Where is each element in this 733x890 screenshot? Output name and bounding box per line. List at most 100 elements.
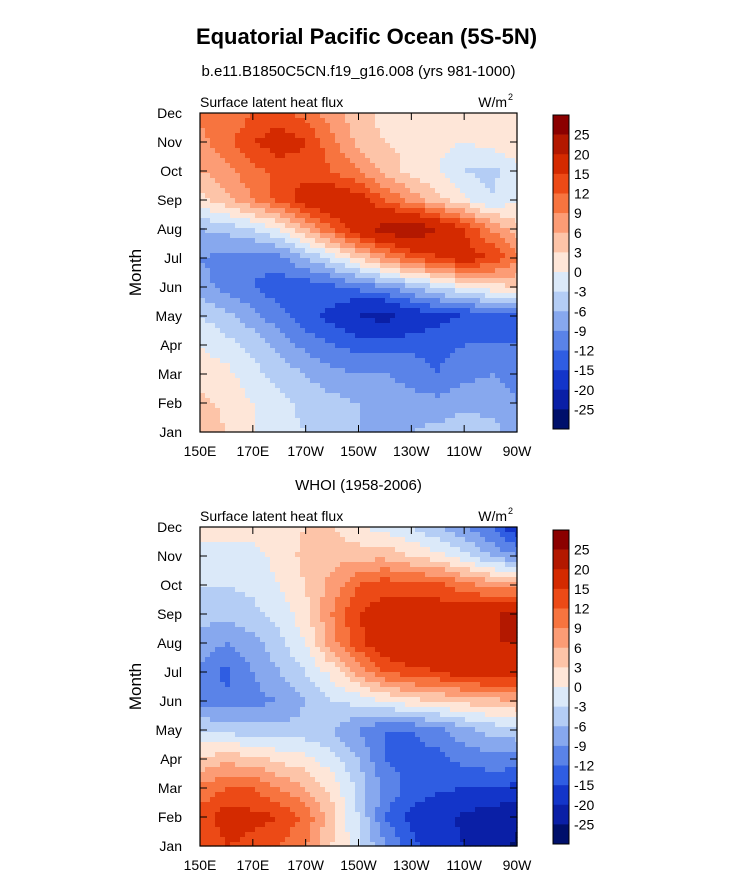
heatmap-cell bbox=[235, 348, 241, 354]
heatmap-cell bbox=[505, 208, 511, 214]
heatmap-cell bbox=[275, 353, 281, 359]
heatmap-cell bbox=[345, 587, 351, 593]
heatmap-cell bbox=[315, 393, 321, 399]
heatmap-cell bbox=[455, 283, 461, 289]
heatmap-cell bbox=[450, 223, 456, 229]
heatmap-cell bbox=[405, 567, 411, 573]
heatmap-cell bbox=[215, 423, 221, 429]
heatmap-cell bbox=[225, 333, 231, 339]
heatmap-cell bbox=[350, 532, 356, 538]
heatmap-cell bbox=[350, 308, 356, 314]
heatmap-cell bbox=[325, 268, 331, 274]
heatmap-cell bbox=[225, 398, 231, 404]
heatmap-cell bbox=[205, 133, 211, 139]
heatmap-cell bbox=[330, 383, 336, 389]
heatmap-cell bbox=[380, 378, 386, 384]
heatmap-cell bbox=[360, 358, 366, 364]
heatmap-cell bbox=[415, 243, 421, 249]
heatmap-cell bbox=[265, 418, 271, 424]
heatmap-cell bbox=[495, 273, 501, 279]
heatmap-cell bbox=[365, 383, 371, 389]
heatmap-cell bbox=[480, 398, 486, 404]
heatmap-cell bbox=[280, 308, 286, 314]
heatmap-cell bbox=[280, 532, 286, 538]
heatmap-cell bbox=[480, 178, 486, 184]
heatmap-cell bbox=[240, 363, 246, 369]
heatmap-cell bbox=[295, 173, 301, 179]
heatmap-cell bbox=[390, 288, 396, 294]
heatmap-cell bbox=[255, 313, 261, 319]
heatmap-cell bbox=[420, 328, 426, 334]
heatmap-cell bbox=[240, 552, 246, 558]
heatmap-cell bbox=[260, 153, 266, 159]
heatmap-cell bbox=[470, 348, 476, 354]
heatmap-cell bbox=[310, 263, 316, 269]
heatmap-cell bbox=[350, 398, 356, 404]
heatmap-cell bbox=[395, 378, 401, 384]
heatmap-cell bbox=[425, 557, 431, 563]
heatmap-cell bbox=[220, 143, 226, 149]
heatmap-cell bbox=[335, 418, 341, 424]
heatmap-cell bbox=[445, 173, 451, 179]
heatmap-cell bbox=[250, 158, 256, 164]
heatmap-cell bbox=[240, 253, 246, 259]
heatmap-cell bbox=[365, 323, 371, 329]
heatmap-cell bbox=[215, 253, 221, 259]
heatmap-cell bbox=[345, 273, 351, 279]
heatmap-cell bbox=[335, 318, 341, 324]
heatmap-cell bbox=[495, 388, 501, 394]
heatmap-cell bbox=[330, 178, 336, 184]
heatmap-cell bbox=[410, 148, 416, 154]
heatmap-cell bbox=[505, 203, 511, 209]
heatmap-cell bbox=[345, 373, 351, 379]
heatmap-cell bbox=[245, 308, 251, 314]
heatmap-cell bbox=[395, 323, 401, 329]
heatmap-cell bbox=[205, 532, 211, 538]
heatmap-cell bbox=[380, 258, 386, 264]
heatmap-cell bbox=[335, 368, 341, 374]
heatmap-cell bbox=[260, 143, 266, 149]
heatmap-cell bbox=[220, 153, 226, 159]
heatmap-cell bbox=[380, 223, 386, 229]
heatmap-cell bbox=[450, 258, 456, 264]
heatmap-cell bbox=[350, 253, 356, 259]
heatmap-cell bbox=[505, 198, 511, 204]
heatmap-cell bbox=[205, 138, 211, 144]
heatmap-cell bbox=[415, 413, 421, 419]
heatmap-cell bbox=[340, 373, 346, 379]
heatmap-cell bbox=[230, 228, 236, 234]
heatmap-cell bbox=[285, 193, 291, 199]
heatmap-cell bbox=[260, 383, 266, 389]
heatmap-cell bbox=[235, 288, 241, 294]
heatmap-cell bbox=[400, 188, 406, 194]
heatmap-cell bbox=[280, 148, 286, 154]
heatmap-cell bbox=[330, 263, 336, 269]
heatmap-cell bbox=[280, 567, 286, 573]
heatmap-cell bbox=[345, 413, 351, 419]
heatmap-cell bbox=[225, 323, 231, 329]
heatmap-cell bbox=[340, 318, 346, 324]
heatmap-cell bbox=[490, 188, 496, 194]
heatmap-cell bbox=[335, 423, 341, 429]
heatmap-cell bbox=[255, 557, 261, 563]
heatmap-cell bbox=[335, 393, 341, 399]
heatmap-cell bbox=[370, 557, 376, 563]
heatmap-cell bbox=[240, 243, 246, 249]
heatmap-cell bbox=[200, 398, 206, 404]
heatmap-cell bbox=[495, 258, 501, 264]
heatmap-cell bbox=[270, 218, 276, 224]
heatmap-cell bbox=[470, 213, 476, 219]
colorbar-label: 9 bbox=[574, 205, 582, 221]
heatmap-cell bbox=[390, 233, 396, 239]
heatmap-cell bbox=[480, 268, 486, 274]
heatmap-cell bbox=[515, 532, 518, 538]
heatmap-cell bbox=[420, 378, 426, 384]
heatmap-cell bbox=[390, 293, 396, 299]
heatmap-cell bbox=[475, 298, 481, 304]
heatmap-cell bbox=[275, 308, 281, 314]
heatmap-cell bbox=[385, 343, 391, 349]
heatmap-cell bbox=[400, 343, 406, 349]
heatmap-cell bbox=[455, 318, 461, 324]
heatmap-cell bbox=[255, 378, 261, 384]
heatmap-cell bbox=[295, 123, 301, 129]
